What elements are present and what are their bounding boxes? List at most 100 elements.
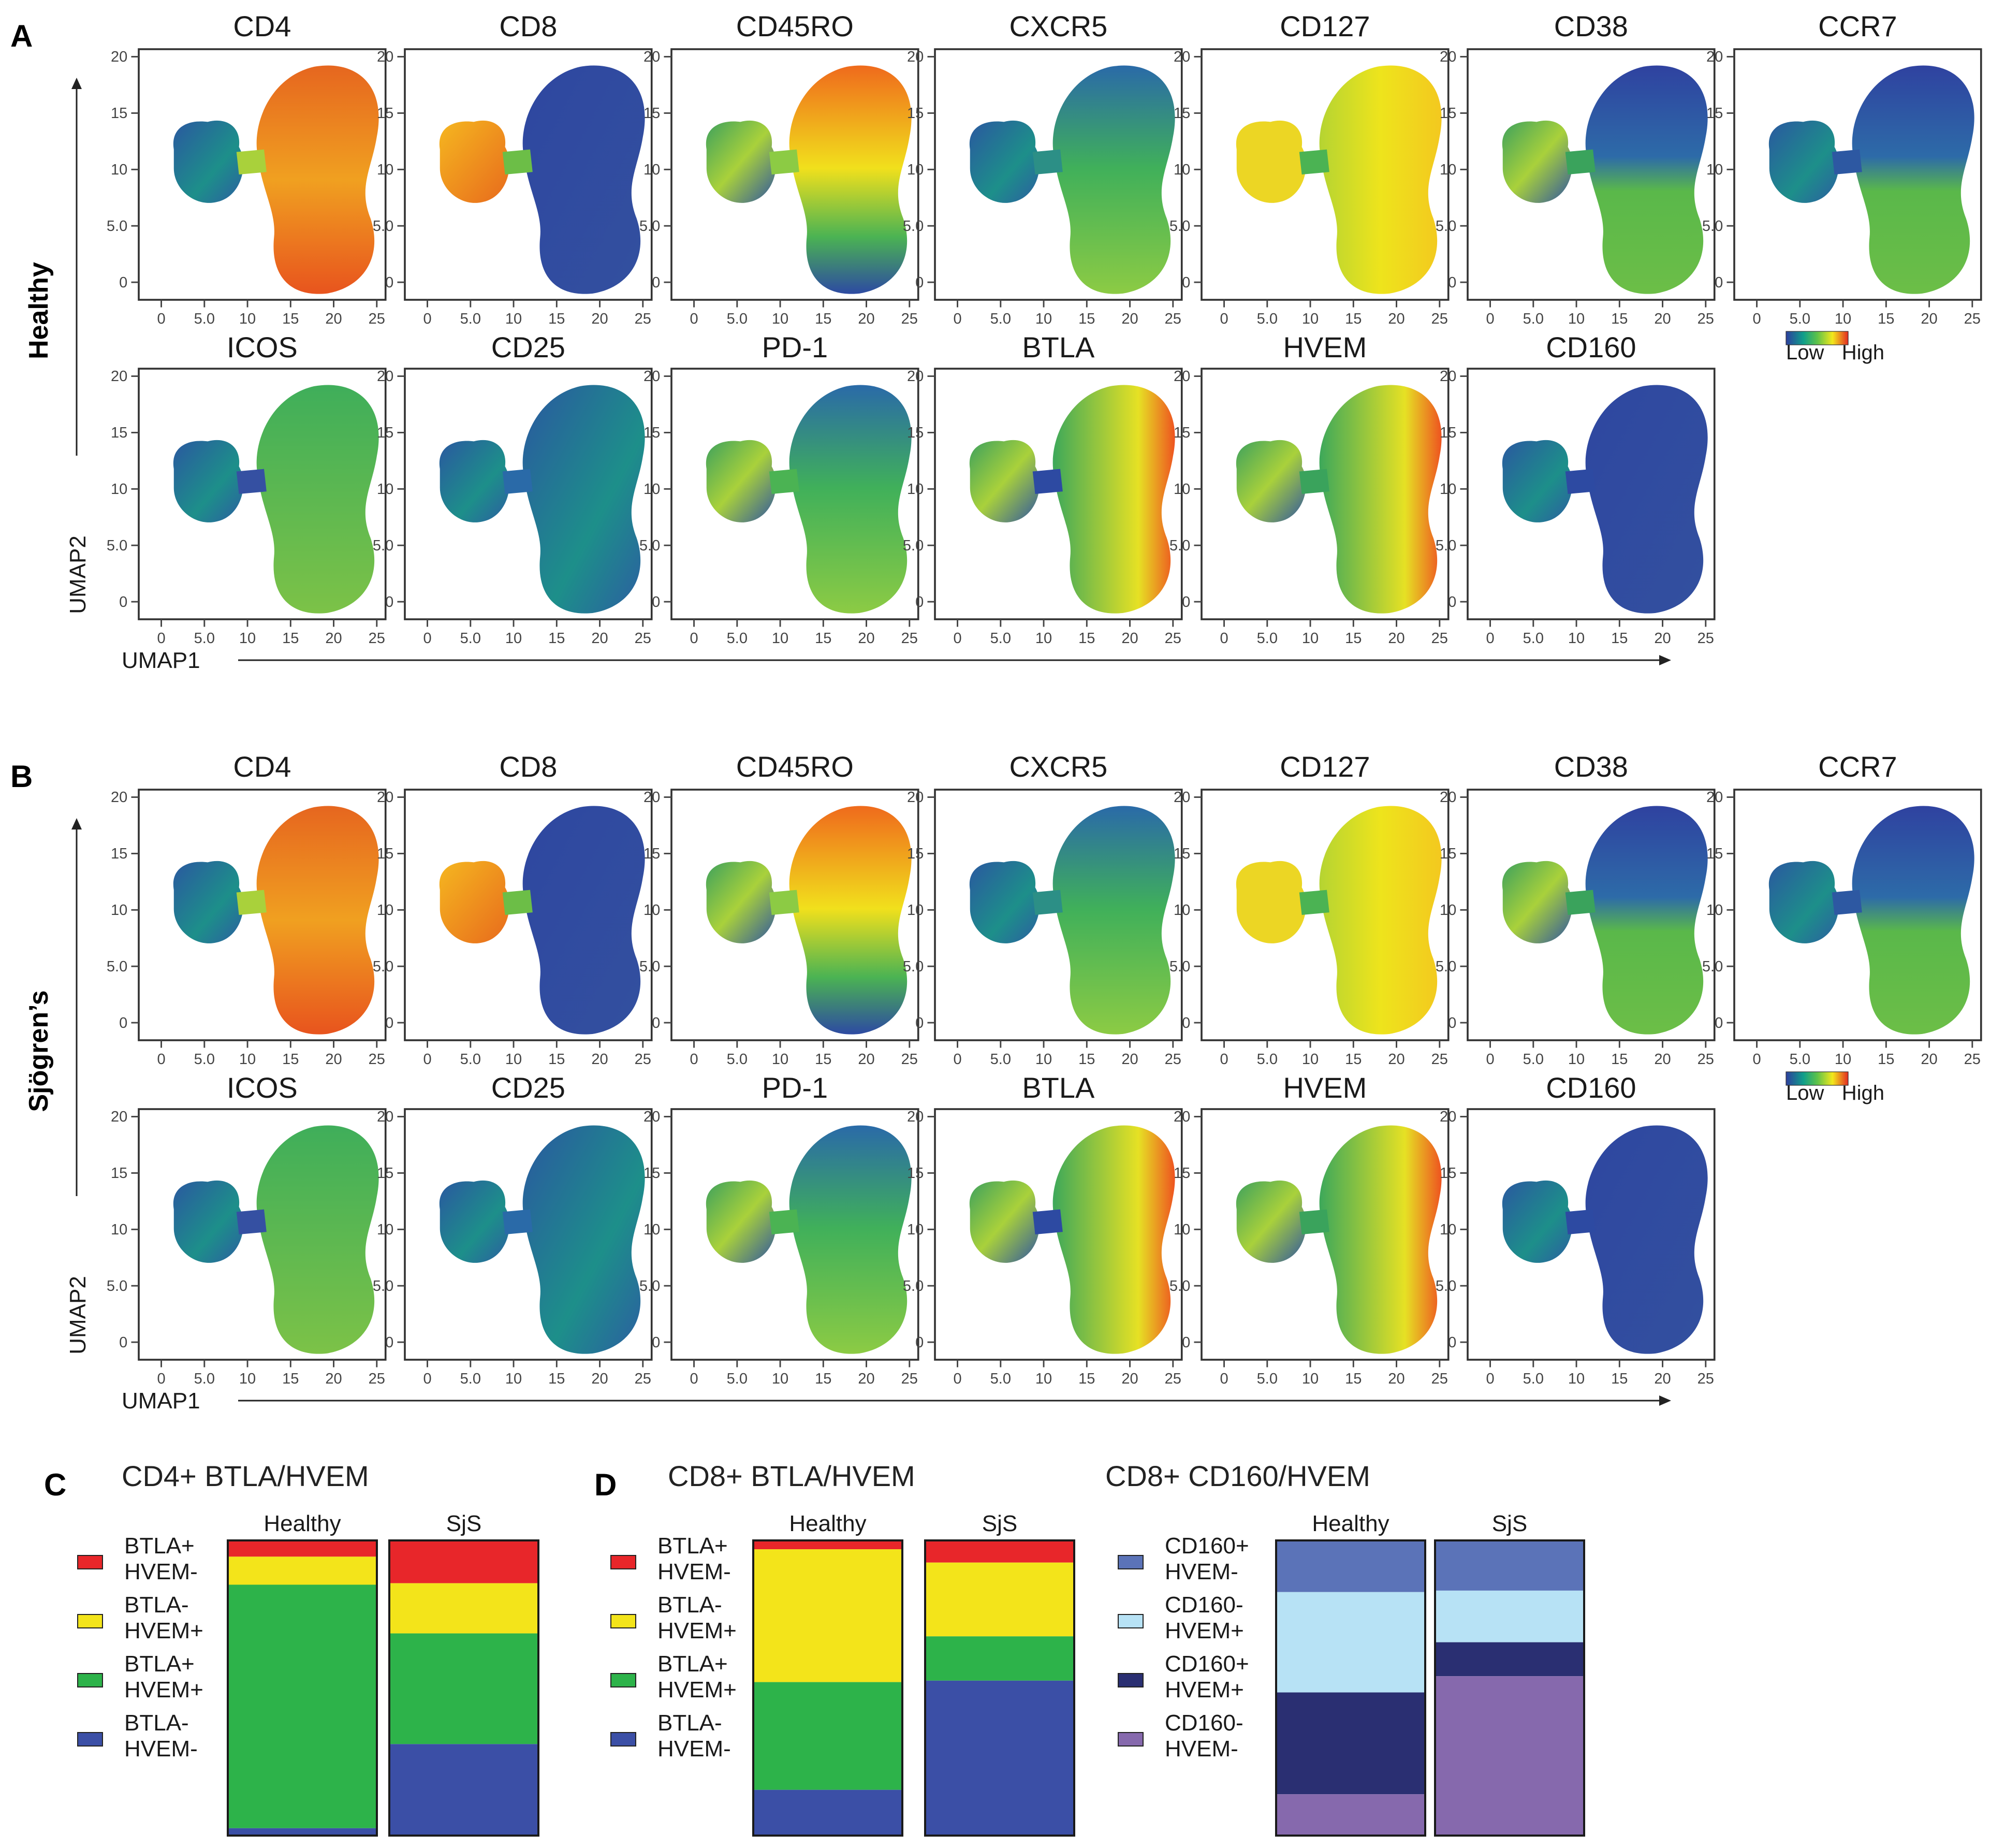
x-tick-label: 0: [953, 1051, 961, 1068]
legend-swatch: [610, 1673, 636, 1687]
x-tick-label: 10: [1035, 630, 1052, 647]
y-tick-label: 20: [907, 49, 924, 65]
umap-cluster-large: [789, 385, 912, 614]
y-tick-label: 20: [111, 49, 127, 65]
y-tick-label: 15: [1706, 105, 1723, 122]
umap-cluster-bridge: [1832, 890, 1862, 915]
y-tick-label: 0: [652, 1015, 660, 1031]
y-tick-label: 10: [111, 902, 127, 919]
x-tick-label: 20: [1654, 630, 1671, 647]
x-tick-label: 0: [953, 1371, 961, 1387]
umap-icos-cell: 0 5.0 10 15 20 25 0 5.0 10 15 20: [107, 368, 387, 647]
umap-cluster-bridge: [1299, 149, 1329, 174]
y-tick-label: 20: [377, 1109, 393, 1125]
y-tick-label: 0: [385, 1015, 393, 1031]
legend-label-line1: BTLA-: [124, 1592, 189, 1618]
legend-label-line2: HVEM+: [657, 1677, 737, 1703]
y-tick-label: 10: [111, 1221, 127, 1238]
x-tick-label: 5.0: [194, 630, 215, 647]
umap-cluster-large: [1585, 806, 1708, 1035]
stacked-bar-chart-3: CD8+ CD160/HVEMCD160+HVEM-CD160-HVEM+CD1…: [1105, 1460, 1585, 1837]
x-tick-label: 20: [858, 1371, 874, 1387]
y-tick-label: 5.0: [1169, 218, 1190, 235]
y-tick-label: 0: [1448, 594, 1456, 610]
x-tick-label: 0: [423, 1051, 431, 1068]
y-tick-label: 15: [377, 425, 393, 441]
umap-cluster-bridge: [1299, 469, 1329, 494]
bar-outline: [752, 1539, 903, 1837]
y-tick-label: 0: [1182, 1015, 1190, 1031]
umap-cluster-small: [1502, 861, 1572, 943]
marker-title-cd45ro: CD45RO: [736, 10, 854, 42]
y-tick-label: 0: [1715, 1015, 1723, 1031]
umap-plot-icos: 0 5.0 10 15 20 25 0 5.0 10 15 20: [107, 368, 387, 647]
x-tick-label: 5.0: [1257, 311, 1278, 327]
umap-cluster-bridge: [769, 469, 799, 494]
umap-cluster-bridge: [502, 149, 533, 174]
x-tick-label: 10: [1302, 1371, 1319, 1387]
x-tick-label: 0: [157, 1371, 165, 1387]
x-tick-label: 5.0: [1257, 1051, 1278, 1068]
y-tick-label: 5.0: [1436, 218, 1456, 235]
x-tick-label: 20: [1388, 1371, 1404, 1387]
y-tick-label: 10: [111, 481, 127, 498]
x-tick-label: 5.0: [1523, 311, 1544, 327]
umap-cluster-large: [1319, 65, 1442, 294]
umap-plot-cd45ro: 0 5.0 10 15 20 25 0 5.0 10 15 20: [639, 48, 919, 327]
umap-plot-cd38: 0 5.0 10 15 20 25 0 5.0 10 15 20: [1436, 48, 1716, 327]
marker-title-ccr7: CCR7: [1818, 10, 1897, 42]
marker-title-cd4: CD4: [233, 750, 291, 783]
x-tick-label: 5.0: [194, 1371, 215, 1387]
x-tick-label: 10: [505, 630, 522, 647]
x-tick-label: 5.0: [1790, 311, 1810, 327]
colorbar-high-label: High: [1842, 341, 1884, 364]
umap-cd8-cell: 0 5.0 10 15 20 25 0 5.0 10 15 20: [373, 48, 653, 327]
umap-cluster-bridge: [236, 149, 267, 174]
x-tick-label: 20: [591, 311, 608, 327]
umap-cluster-small: [706, 440, 776, 522]
legend-label-line2: HVEM+: [1165, 1677, 1244, 1703]
marker-title-ccr7: CCR7: [1818, 750, 1897, 783]
y-tick-label: 10: [377, 481, 393, 498]
umap-cluster-bridge: [1565, 149, 1596, 174]
y-tick-label: 0: [1182, 274, 1190, 291]
x-tick-label: 5.0: [990, 311, 1011, 327]
legend-label-line2: HVEM+: [657, 1618, 737, 1643]
y-tick-label: 20: [1440, 789, 1456, 806]
umap-cluster-bridge: [1032, 469, 1063, 494]
umap-cluster-small: [439, 1180, 509, 1263]
marker-title-btla: BTLA: [1022, 1071, 1095, 1104]
bar-segment: [925, 1680, 1074, 1836]
colorbar-gradient: [1786, 331, 1849, 345]
umap-cluster-bridge: [1032, 890, 1063, 915]
x-tick-label: 5.0: [460, 630, 481, 647]
x-tick-label: 0: [690, 1051, 698, 1068]
umap-plot-pd-1: 0 5.0 10 15 20 25 0 5.0 10 15 20: [639, 368, 919, 647]
bar-outline: [227, 1539, 378, 1837]
x-tick-label: 5.0: [727, 1371, 748, 1387]
y-tick-label: 10: [1440, 902, 1456, 919]
x-tick-label: 15: [548, 1371, 565, 1387]
legend-swatch: [1118, 1673, 1144, 1687]
bar-segment: [389, 1744, 538, 1836]
x-tick-label: 20: [325, 311, 342, 327]
x-tick-label: 5.0: [1257, 1371, 1278, 1387]
x-tick-label: 20: [1121, 311, 1138, 327]
umap2-label: UMAP2: [65, 1276, 91, 1355]
y-tick-label: 5.0: [1702, 958, 1723, 975]
x-tick-label: 5.0: [194, 1051, 215, 1068]
umap-cd45ro-cell: 0 5.0 10 15 20 25 0 5.0 10 15 20: [639, 48, 919, 327]
y-tick-label: 0: [1182, 594, 1190, 610]
x-tick-label: 10: [1568, 1371, 1585, 1387]
umap-plot-cd160: 0 5.0 10 15 20 25 0 5.0 10 15 20: [1436, 1108, 1716, 1387]
umap-plot-cd4: 0 5.0 10 15 20 25 0 5.0 10 15 20: [107, 48, 387, 327]
umap-cluster-bridge: [1565, 890, 1596, 915]
chart-title: CD8+ CD160/HVEM: [1105, 1460, 1370, 1492]
x-tick-label: 10: [1302, 311, 1319, 327]
umap-cluster-small: [1236, 120, 1306, 203]
umap-cd25-cell: 0 5.0 10 15 20 25 0 5.0 10 15 20: [373, 368, 653, 647]
umap-cluster-bridge: [1299, 890, 1329, 915]
y-tick-label: 15: [111, 425, 127, 441]
x-tick-label: 10: [772, 311, 788, 327]
bar-outline: [924, 1539, 1075, 1837]
